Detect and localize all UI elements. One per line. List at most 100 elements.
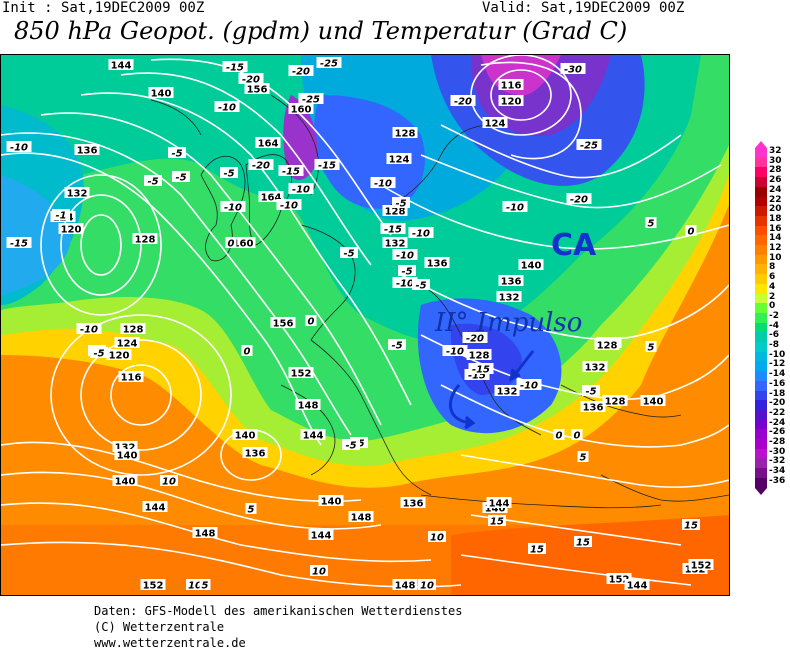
temperature-label-text: -20	[242, 75, 260, 86]
colorbar-label: 20	[769, 204, 782, 215]
temperature-label: -10	[214, 101, 240, 114]
temperature-label: -25	[298, 93, 324, 106]
geopotential-label: 148	[348, 511, 374, 524]
geopotential-label: 164	[255, 137, 281, 150]
temperature-label: -5	[172, 171, 190, 184]
temperature-label-text: -25	[580, 141, 598, 152]
temperature-label-text: 10	[162, 477, 176, 488]
colorbar-label: -12	[769, 359, 786, 370]
geopotential-label-text: 132	[385, 239, 406, 250]
geopotential-label-text: 160	[233, 239, 254, 250]
temperature-label: -10	[408, 227, 434, 240]
colorbar-swatch	[755, 283, 767, 294]
temperature-label-text: -5	[175, 173, 186, 184]
footer-data-source: Daten: GFS-Modell des amerikanischen Wet…	[94, 604, 463, 618]
temperature-label: -5	[398, 265, 416, 278]
impulse-arrows	[448, 350, 535, 430]
temperature-label: 5	[645, 217, 657, 230]
geopotential-label: 116	[118, 371, 144, 384]
geopotential-label-text: 132	[115, 443, 136, 454]
colorbar-swatch	[755, 458, 767, 469]
geopotential-label: 132	[382, 237, 408, 250]
temperature-label-text: -10	[280, 201, 298, 212]
colorbar-swatch	[755, 351, 767, 362]
geopotential-label: 136	[242, 447, 268, 460]
geopotential-label: 124	[386, 153, 412, 166]
temperature-label: 0	[553, 429, 565, 442]
temperature-label: -30	[560, 63, 586, 76]
temperature-label: -15	[380, 223, 406, 236]
geopotential-label: 156	[270, 317, 296, 330]
colorbar-label: 26	[769, 175, 782, 186]
geopotential-label-text: 136	[77, 146, 98, 157]
geopotential-label: 144	[486, 497, 512, 510]
colorbar-swatch	[755, 293, 767, 304]
geopotential-label-text: 120	[501, 97, 522, 108]
geopotential-label: 128	[392, 127, 418, 140]
temperature-label-text: -10	[80, 325, 98, 336]
colorbar-swatch	[755, 439, 767, 450]
geopotential-label: 120	[58, 223, 84, 236]
geopotential-label-text: 140	[151, 89, 172, 100]
temperature-label: 10	[310, 565, 328, 578]
colorbar-label: -16	[769, 378, 786, 389]
geopotential-label-text: 116	[501, 81, 522, 92]
temperature-label-text: 5	[248, 505, 255, 516]
temperature-label: 10	[160, 475, 178, 488]
geopotential-label: 132	[496, 291, 522, 304]
colorbar-swatch	[755, 215, 767, 227]
temperature-label-text: -5	[147, 177, 158, 188]
cold-air-annotation: CA	[551, 228, 597, 263]
temperature-label-text: -15	[318, 161, 336, 172]
geopotential-label: 132	[494, 385, 520, 398]
geopotential-label: 140	[112, 475, 138, 488]
temperature-label-text: -10	[520, 381, 538, 392]
geopotential-label-text: 144	[311, 531, 332, 542]
weather-map: II° Impulso CA 1441401361321241201561601…	[0, 54, 730, 596]
temperature-label-text: 15	[530, 545, 544, 556]
colorbar-swatch	[755, 206, 767, 217]
geopotential-label: 132	[64, 187, 90, 200]
temperature-label-text: -10	[374, 179, 392, 190]
geopotential-label-text: 144	[489, 499, 510, 510]
geopotential-label: 140	[148, 87, 174, 100]
colorbar-label: 28	[769, 165, 782, 176]
temperature-label: -10	[76, 323, 102, 336]
temperature-label: -20	[450, 95, 476, 108]
geopotential-label: 156	[244, 83, 270, 96]
temperature-label-text: -20	[292, 67, 310, 78]
temperature-label-text: 0	[228, 239, 235, 250]
colorbar-swatch	[755, 196, 767, 207]
geopotential-label-text: 124	[389, 155, 410, 166]
temperature-label: -5	[340, 247, 358, 260]
colorbar-swatch	[755, 264, 767, 275]
colorbar-swatch	[755, 477, 767, 488]
colorbar-swatch	[755, 245, 767, 256]
temperature-label-text: 0	[308, 317, 315, 328]
footer-website: www.wetterzentrale.de	[94, 636, 246, 650]
temperature-label: -15	[6, 237, 32, 250]
temperature-label-text: -5	[223, 169, 234, 180]
geopotential-label-text: 148	[395, 581, 416, 592]
geopotential-label: 148	[295, 399, 321, 412]
geopotential-label-text: 128	[385, 207, 406, 218]
colorbar-swatch	[755, 371, 767, 382]
temperature-label-text: -10	[412, 229, 430, 240]
geopotential-label-text: 136	[245, 449, 266, 460]
temperature-label: -20	[248, 159, 274, 172]
colorbar-label: -22	[769, 407, 786, 418]
colorbar-swatch	[755, 400, 767, 411]
colorbar-swatch	[755, 303, 767, 314]
temperature-label: -5	[168, 147, 186, 160]
geopotential-label-text: 140	[117, 451, 138, 462]
geopotential-label-text: 148	[351, 513, 372, 524]
temperature-label: 15	[574, 536, 592, 549]
colorbar-label: 12	[769, 243, 782, 253]
geopotential-label: 148	[392, 579, 418, 592]
temperature-label-text: -20	[252, 161, 270, 172]
temperature-label-text: -5	[343, 249, 354, 260]
temperature-label: -10	[220, 201, 246, 214]
colorbar-swatch	[755, 361, 767, 372]
temperature-label: -15	[464, 369, 490, 382]
colorbar-label: -18	[769, 388, 786, 399]
